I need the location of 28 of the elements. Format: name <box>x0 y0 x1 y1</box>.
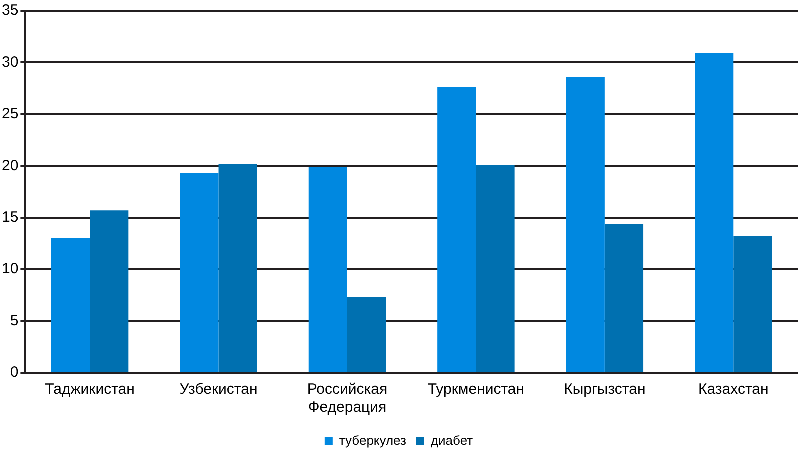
bar <box>695 53 734 372</box>
y-tick-label: 10 <box>2 260 19 278</box>
x-tick-label: Казахстан <box>698 381 769 398</box>
y-tick-label: 30 <box>2 54 19 71</box>
bar <box>180 173 219 372</box>
bar <box>566 77 605 372</box>
bar <box>90 210 129 372</box>
legend-label: туберкулез <box>339 433 406 448</box>
x-tick-label: Кыргызстан <box>564 381 646 398</box>
x-tick-label: Таджикистан <box>45 381 135 398</box>
y-tick-label: 25 <box>2 106 19 123</box>
bar <box>476 165 515 372</box>
bar <box>734 236 772 372</box>
bar <box>438 88 476 372</box>
legend-label: диабет <box>430 433 474 448</box>
bar <box>604 224 644 372</box>
y-tick-label: 0 <box>10 364 19 382</box>
bar <box>51 238 90 372</box>
bar <box>347 297 386 372</box>
y-tick-label: 20 <box>2 157 19 174</box>
x-tick-label: Туркменистан <box>428 381 525 398</box>
bar <box>218 164 258 372</box>
y-tick-label: 5 <box>10 312 19 330</box>
bar <box>308 167 348 372</box>
y-tick-label: 35 <box>2 2 19 20</box>
x-tick-label: Узбекистан <box>180 381 258 398</box>
y-tick-label: 15 <box>2 209 19 226</box>
x-tick-label: Российская Федерация <box>307 381 388 416</box>
